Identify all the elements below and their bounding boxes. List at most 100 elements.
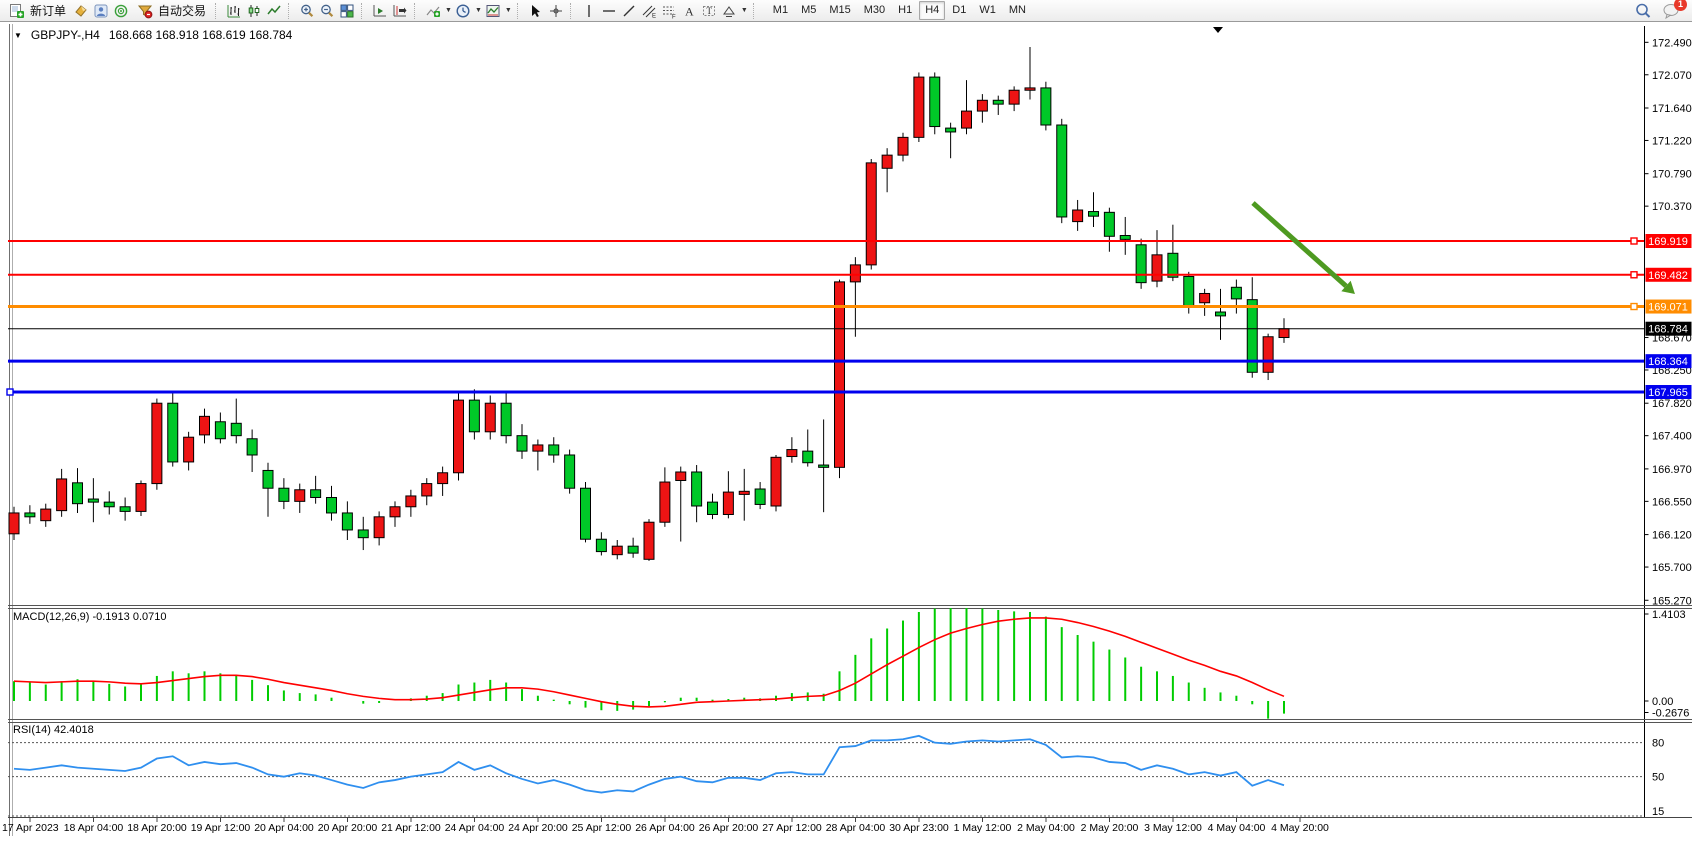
timeframe-button-D1[interactable]: D1 — [952, 4, 967, 16]
new-order-button[interactable]: 新订单 — [4, 1, 70, 21]
shapes-icon[interactable] — [720, 2, 738, 20]
autotrade-label: 自动交易 — [158, 4, 207, 18]
level-price-tag — [1645, 267, 1692, 282]
candle-body — [929, 76, 941, 128]
line-chart-icon[interactable] — [265, 2, 283, 20]
toolbar-separator — [569, 2, 575, 19]
macd-indicator-label: MACD(12,26,9) -0.1913 0.0710 — [13, 611, 167, 623]
periods-dropdown-icon[interactable]: ▼ — [474, 7, 482, 14]
candle-body — [119, 506, 131, 512]
time-axis-label: 2 May 20:00 — [1081, 822, 1139, 834]
new-order-icon — [8, 2, 26, 20]
vertical-line-icon[interactable] — [580, 2, 598, 20]
level-drag-handle[interactable] — [1630, 302, 1638, 311]
shapes-dropdown-icon[interactable]: ▼ — [740, 7, 748, 14]
time-axis-label: 4 May 20:00 — [1271, 822, 1329, 834]
symbol-dropdown-icon[interactable]: ▼ — [14, 30, 22, 40]
timeframe-button-W1[interactable]: W1 — [979, 4, 996, 16]
templates-icon[interactable] — [484, 2, 502, 20]
candle-body — [659, 481, 671, 523]
timeframe-button-H1[interactable]: H1 — [898, 4, 913, 16]
timeframe-button-MN[interactable]: MN — [1008, 4, 1026, 16]
news-icon[interactable] — [112, 2, 130, 20]
cursor-icon[interactable] — [527, 2, 545, 20]
indicators-icon[interactable] — [424, 2, 442, 20]
chart-shift-icon[interactable] — [391, 2, 409, 20]
price-axis-label: 172.490 — [1652, 37, 1692, 49]
fibonacci-icon[interactable]: F — [660, 2, 678, 20]
time-axis-label: 30 Apr 23:00 — [889, 822, 949, 834]
crosshair-icon[interactable] — [547, 2, 565, 20]
candle-body — [834, 281, 845, 468]
price-axis-label: 170.370 — [1652, 201, 1692, 213]
level-drag-handle[interactable] — [1630, 237, 1638, 245]
autotrade-button[interactable]: 自动交易 — [132, 1, 210, 21]
search-icon[interactable] — [1634, 2, 1652, 20]
zoom-in-icon[interactable] — [298, 2, 316, 20]
macd-axis-label: -0.2676 — [1652, 708, 1689, 720]
trend-arrow-head[interactable] — [1341, 280, 1355, 294]
bar-chart-icon[interactable] — [225, 2, 243, 20]
scroll-to-end-icon[interactable] — [371, 2, 389, 20]
chart-title[interactable]: ▼ GBPJPY-,H4 168.668 168.918 168.619 168… — [14, 28, 292, 42]
candle-body — [961, 110, 972, 129]
trend-arrow[interactable] — [1251, 201, 1348, 288]
level-price-tag-label: 169.071 — [1648, 302, 1688, 314]
candle-body — [135, 483, 147, 512]
toolbar-right-group: 1 — [1634, 0, 1688, 20]
candle-body — [103, 501, 115, 508]
candle-body — [1135, 244, 1147, 284]
toolbar-separator — [516, 2, 522, 19]
time-axis-label: 27 Apr 12:00 — [762, 822, 822, 834]
candle-body — [992, 99, 1004, 105]
timeframe-button-M30[interactable]: M30 — [863, 4, 886, 16]
level-price-tag-label: 169.919 — [1648, 236, 1688, 248]
new-order-label: 新订单 — [30, 4, 67, 18]
label-icon[interactable]: T — [700, 2, 718, 20]
price-axis-label: 170.790 — [1652, 169, 1692, 181]
candle-body — [294, 489, 306, 502]
zoom-out-icon[interactable] — [318, 2, 336, 20]
candle-body — [437, 472, 449, 485]
candle-body — [357, 529, 369, 539]
templates-dropdown-icon[interactable]: ▼ — [504, 7, 512, 14]
periods-icon[interactable] — [454, 2, 472, 20]
time-axis-label: 19 Apr 12:00 — [191, 822, 251, 834]
time-axis-label: 20 Apr 20:00 — [318, 822, 378, 834]
text-icon[interactable]: A — [680, 2, 698, 20]
candle-body — [1215, 311, 1226, 317]
autoscroll-marker-icon[interactable] — [1213, 27, 1223, 33]
tile-windows-icon[interactable] — [338, 2, 356, 20]
timeframe-button-M1[interactable]: M1 — [772, 4, 789, 16]
candle-body — [1246, 299, 1258, 373]
candle-body — [40, 508, 52, 522]
profile-icon[interactable] — [92, 2, 110, 20]
timeframe-button-H4[interactable]: H4 — [919, 1, 946, 20]
level-drag-handle[interactable] — [1630, 271, 1638, 279]
channel-icon[interactable]: E — [640, 2, 658, 20]
time-axis-label: 20 Apr 04:00 — [254, 822, 314, 834]
notifications-icon[interactable]: 1 — [1662, 0, 1687, 20]
time-axis-label: 28 Apr 04:00 — [826, 822, 886, 834]
indicators-dropdown-icon[interactable]: ▼ — [445, 7, 452, 14]
candlestick-icon[interactable] — [245, 2, 263, 20]
candle-body — [1103, 211, 1115, 237]
timeframe-button-M5[interactable]: M5 — [801, 4, 817, 16]
timeframe-button-M15[interactable]: M15 — [829, 4, 851, 16]
candle-body — [262, 469, 274, 489]
macd-axis-label: 0.00 — [1652, 696, 1673, 708]
svg-text:F: F — [672, 14, 676, 19]
toolbar-separator — [361, 2, 366, 19]
notification-badge: 1 — [1674, 0, 1687, 11]
symbol-period-label: GBPJPY-,H4 — [30, 28, 100, 42]
time-axis-label: 3 May 12:00 — [1144, 822, 1202, 834]
rsi-axis-label: 50 — [1652, 772, 1664, 784]
candle-body — [326, 496, 337, 514]
level-drag-handle[interactable] — [6, 388, 14, 396]
tag-icon[interactable] — [72, 2, 90, 20]
horizontal-line-icon[interactable] — [600, 2, 618, 20]
ohlc-readout: 168.668 168.918 168.619 168.784 — [108, 28, 293, 42]
trendline-icon[interactable] — [620, 2, 638, 20]
